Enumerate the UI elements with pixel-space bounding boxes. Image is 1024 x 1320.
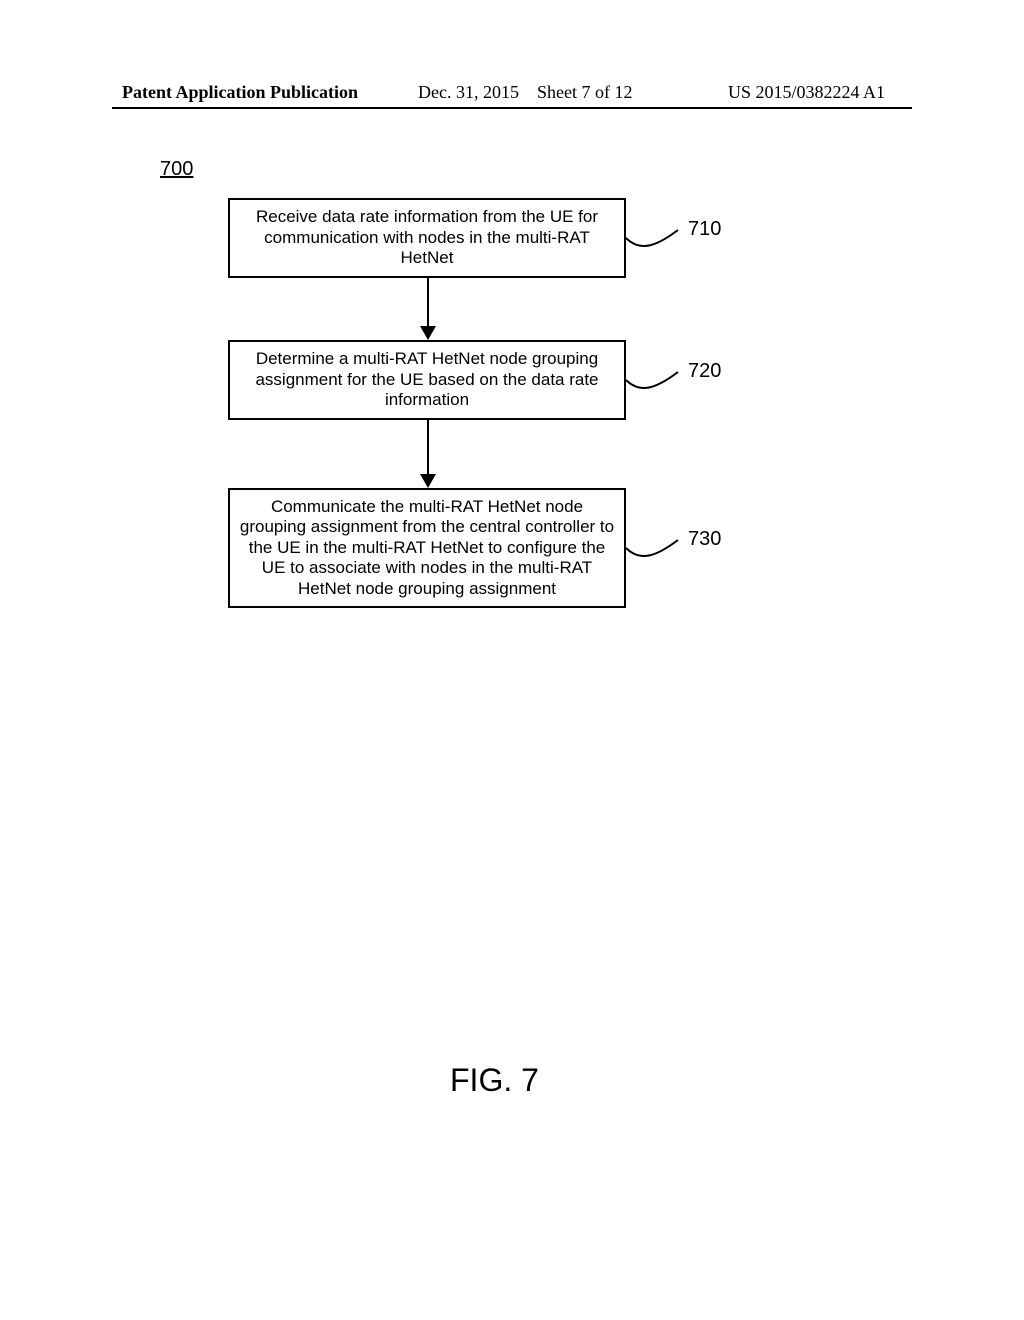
flow-arrow-line-1	[427, 420, 429, 474]
header-right: US 2015/0382224 A1	[728, 82, 885, 103]
callout-curve-720	[626, 352, 688, 400]
page: Patent Application Publication Dec. 31, …	[0, 0, 1024, 1320]
callout-curve-710	[626, 210, 688, 258]
callout-number-720: 720	[688, 360, 721, 383]
flowchart: Receive data rate information from the U…	[228, 198, 626, 608]
header-rule	[112, 107, 912, 109]
flow-arrow-head-1	[420, 474, 436, 488]
figure-caption: FIG. 7	[450, 1062, 539, 1099]
header-sheet-sep	[523, 82, 532, 102]
callout-number-710: 710	[688, 218, 721, 241]
header-left: Patent Application Publication	[122, 82, 358, 103]
callout-number-730: 730	[688, 528, 721, 551]
flow-box-710: Receive data rate information from the U…	[228, 198, 626, 278]
flow-box-720: Determine a multi-RAT HetNet node groupi…	[228, 340, 626, 420]
header-mid: Dec. 31, 2015 Sheet 7 of 12	[418, 82, 632, 103]
figure-ref-number: 700	[160, 158, 193, 181]
flow-arrow-head-0	[420, 326, 436, 340]
header-date: Dec. 31, 2015	[418, 82, 519, 102]
callout-curve-730	[626, 520, 688, 568]
flow-arrow-line-0	[427, 278, 429, 326]
flow-box-730: Communicate the multi-RAT HetNet node gr…	[228, 488, 626, 608]
header-sheet: Sheet 7 of 12	[537, 82, 632, 102]
